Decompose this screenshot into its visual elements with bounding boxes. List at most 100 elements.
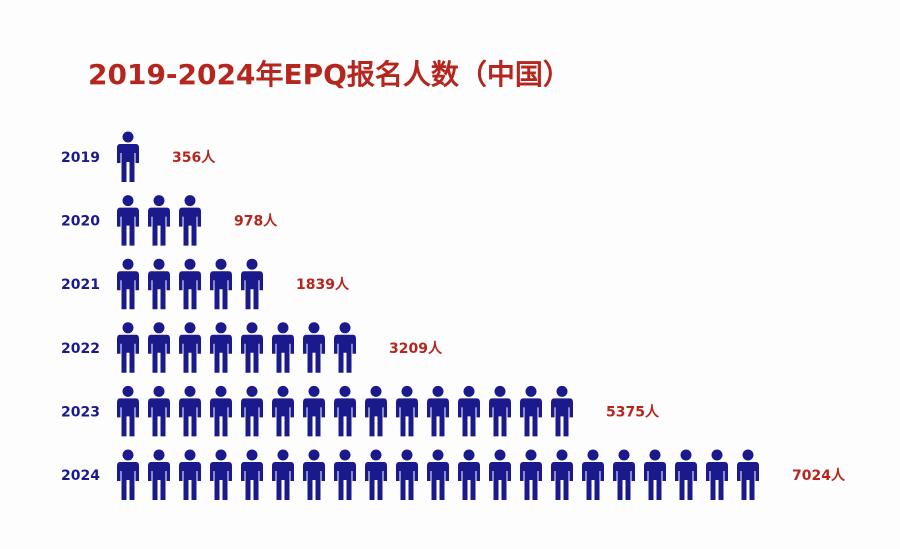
- category-label: 2024: [61, 468, 100, 484]
- icon-body: [334, 334, 356, 373]
- person-icon: [210, 449, 232, 500]
- person-icon: [148, 385, 170, 437]
- person-icon: [489, 385, 511, 437]
- icon-body: [272, 398, 294, 437]
- person-icon: [148, 449, 170, 500]
- icon-row: [117, 322, 356, 373]
- icon-head: [525, 449, 537, 461]
- icon-head: [308, 385, 320, 397]
- person-icon: [117, 258, 139, 310]
- person-icon: [148, 258, 170, 310]
- icon-head: [184, 258, 196, 270]
- icon-head: [339, 449, 351, 461]
- person-icon: [520, 385, 542, 437]
- icon-head: [153, 449, 165, 461]
- icon-body: [210, 398, 232, 437]
- person-icon: [396, 385, 418, 437]
- icon-body: [303, 398, 325, 437]
- icon-body: [520, 398, 542, 437]
- icon-head: [153, 385, 165, 397]
- icon-head: [494, 385, 506, 397]
- icon-body: [334, 462, 356, 500]
- icon-head: [742, 449, 754, 461]
- person-icon: [179, 258, 201, 310]
- icon-body: [117, 462, 139, 500]
- icon-body: [458, 462, 480, 500]
- icon-head: [277, 322, 289, 334]
- person-icon: [272, 449, 294, 500]
- icon-body: [148, 207, 170, 246]
- icon-head: [246, 385, 258, 397]
- icon-head: [246, 258, 258, 270]
- icon-body: [148, 271, 170, 310]
- icon-body: [210, 462, 232, 500]
- person-icon: [179, 449, 201, 500]
- person-icon: [365, 385, 387, 437]
- person-icon: [179, 385, 201, 437]
- icon-body: [241, 334, 263, 373]
- icon-head: [246, 322, 258, 334]
- icon-head: [184, 195, 196, 207]
- person-icon: [117, 131, 139, 182]
- icon-head: [556, 385, 568, 397]
- icon-head: [246, 449, 258, 461]
- icon-body: [117, 334, 139, 373]
- icon-head: [184, 322, 196, 334]
- icon-head: [215, 258, 227, 270]
- icon-head: [184, 449, 196, 461]
- person-icon: [613, 449, 635, 500]
- icon-body: [613, 462, 635, 500]
- icon-body: [427, 462, 449, 500]
- person-icon: [117, 449, 139, 500]
- value-label: 7024人: [792, 467, 846, 484]
- icon-body: [551, 398, 573, 437]
- icon-head: [153, 258, 165, 270]
- person-icon: [551, 449, 573, 500]
- icon-body: [117, 144, 139, 182]
- icon-row: [117, 131, 139, 182]
- icon-head: [215, 385, 227, 397]
- person-icon: [117, 322, 139, 373]
- icon-head: [153, 322, 165, 334]
- icon-body: [179, 334, 201, 373]
- icon-body: [241, 271, 263, 310]
- icon-head: [122, 258, 134, 270]
- category-label: 2019: [61, 150, 100, 166]
- person-icon: [520, 449, 542, 500]
- person-icon: [644, 449, 666, 500]
- icon-head: [463, 449, 475, 461]
- person-icon: [489, 449, 511, 500]
- person-icon: [303, 385, 325, 437]
- icon-body: [241, 398, 263, 437]
- icon-head: [370, 385, 382, 397]
- icon-head: [277, 385, 289, 397]
- icon-head: [618, 449, 630, 461]
- icon-body: [210, 271, 232, 310]
- icon-head: [370, 449, 382, 461]
- person-icon: [210, 258, 232, 310]
- icon-body: [489, 398, 511, 437]
- icon-body: [179, 462, 201, 500]
- person-icon: [241, 322, 263, 373]
- icon-head: [401, 449, 413, 461]
- icon-head: [680, 449, 692, 461]
- icon-head: [432, 449, 444, 461]
- icon-head: [649, 449, 661, 461]
- chart-title: 2019-2024年EPQ报名人数（中国）: [88, 58, 571, 91]
- icon-body: [427, 398, 449, 437]
- icon-body: [675, 462, 697, 500]
- category-label: 2023: [61, 404, 100, 420]
- icon-body: [148, 334, 170, 373]
- icon-head: [432, 385, 444, 397]
- icon-body: [148, 462, 170, 500]
- icon-body: [551, 462, 573, 500]
- icon-body: [737, 462, 759, 500]
- person-icon: [241, 385, 263, 437]
- icon-head: [153, 195, 165, 207]
- icon-row: [117, 258, 263, 310]
- person-icon: [334, 385, 356, 437]
- icon-head: [215, 322, 227, 334]
- icon-body: [644, 462, 666, 500]
- icon-body: [365, 398, 387, 437]
- icon-head: [339, 385, 351, 397]
